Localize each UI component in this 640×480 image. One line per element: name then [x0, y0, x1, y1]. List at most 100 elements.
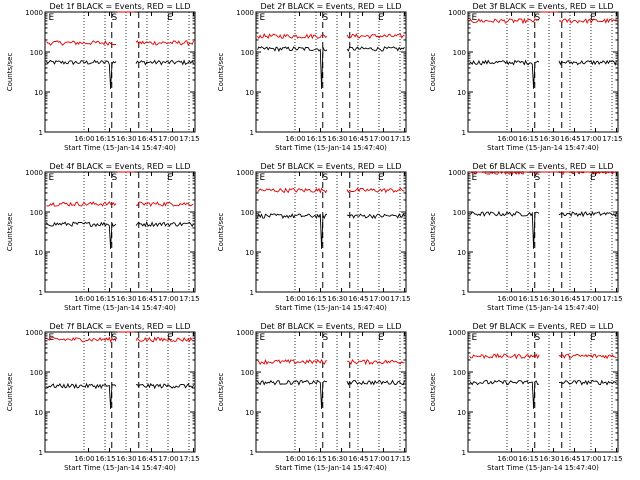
y-tick-label: 100 — [453, 49, 466, 57]
x-tick-label: 16:15 — [306, 455, 326, 463]
x-axis-label: Start Time (15-Jan-14 15:47:40) — [64, 464, 176, 472]
marker-label-e: E — [378, 333, 384, 343]
x-tick-label: 17:00 — [158, 295, 178, 303]
x-tick-label: 16:15 — [518, 295, 538, 303]
x-tick-label: 16:15 — [518, 135, 538, 143]
x-tick-label: 16:15 — [95, 295, 115, 303]
plot-frame — [44, 171, 196, 293]
panel-9: Det 9f BLACK = Events, RED = LLD Counts/s… — [429, 322, 623, 472]
x-tick-label: 17:00 — [369, 295, 389, 303]
plot-frame — [44, 11, 196, 133]
plot-frame — [255, 11, 407, 133]
x-tick-label: 17:00 — [369, 135, 389, 143]
panel-7: Det 7f BLACK = Events, RED = LLD Counts/s… — [6, 322, 200, 472]
y-axis-label: Counts/sec — [217, 373, 225, 412]
y-tick-label: 1000 — [448, 169, 466, 177]
y-tick-label: 1 — [39, 449, 43, 457]
x-tick-label: 16:45 — [348, 455, 368, 463]
panel-title: Det 6f BLACK = Events, RED = LLD — [472, 162, 613, 171]
marker-label-s: S — [112, 13, 118, 23]
x-axis-label: Start Time (15-Jan-14 15:47:40) — [64, 304, 176, 312]
lld-series-line — [257, 187, 405, 194]
marker-label-s: S — [112, 173, 118, 183]
y-tick-label: 10 — [245, 89, 254, 97]
y-axis-label: Counts/sec — [6, 373, 14, 412]
marker-label-e: E — [260, 173, 266, 183]
x-tick-label: 16:45 — [137, 295, 157, 303]
y-tick-label: 10 — [457, 89, 466, 97]
panel-title: Det 9f BLACK = Events, RED = LLD — [472, 322, 613, 331]
y-axis-label: Counts/sec — [6, 53, 14, 92]
x-axis-label: Start Time (15-Jan-14 15:47:40) — [487, 144, 599, 152]
events-series-line — [46, 382, 194, 409]
x-axis-label: Start Time (15-Jan-14 15:47:40) — [487, 304, 599, 312]
x-tick-label: 16:15 — [306, 135, 326, 143]
panel-title: Det 3f BLACK = Events, RED = LLD — [472, 2, 613, 11]
events-series-line — [469, 210, 617, 249]
y-tick-label: 1 — [462, 289, 466, 297]
marker-label-s: S — [535, 173, 541, 183]
x-tick-label: 17:00 — [581, 135, 601, 143]
x-tick-label: 17:15 — [179, 135, 199, 143]
x-tick-label: 16:00 — [74, 135, 94, 143]
y-tick-label: 10 — [245, 409, 254, 417]
y-tick-label: 1 — [462, 129, 466, 137]
x-tick-label: 16:00 — [497, 135, 517, 143]
panel-title: Det 8f BLACK = Events, RED = LLD — [260, 322, 401, 331]
x-tick-label: 17:00 — [158, 135, 178, 143]
y-axis-label: Counts/sec — [429, 373, 437, 412]
x-tick-label: 16:30 — [539, 295, 559, 303]
marker-label-s: S — [112, 333, 118, 343]
y-tick-label: 10 — [245, 249, 254, 257]
x-tick-label: 16:45 — [137, 135, 157, 143]
marker-label-e: E — [260, 13, 266, 23]
marker-label-e: E — [472, 173, 478, 183]
y-tick-label: 1 — [462, 449, 466, 457]
plot-frame — [467, 331, 619, 453]
y-axis-label: Counts/sec — [429, 213, 437, 252]
x-tick-label: 16:45 — [560, 455, 580, 463]
panel-2: Det 2f BLACK = Events, RED = LLD Counts/s… — [217, 2, 411, 152]
y-tick-label: 1000 — [236, 329, 254, 337]
x-tick-label: 17:15 — [390, 135, 410, 143]
y-tick-label: 10 — [457, 409, 466, 417]
x-tick-label: 16:15 — [306, 295, 326, 303]
x-tick-label: 16:45 — [560, 295, 580, 303]
lld-series-line — [469, 11, 617, 25]
lld-series-line — [469, 171, 617, 176]
plot-frame — [467, 11, 619, 133]
marker-label-s: S — [535, 13, 541, 23]
x-tick-label: 16:30 — [116, 135, 136, 143]
y-tick-label: 1 — [250, 289, 254, 297]
marker-label-e: E — [590, 173, 596, 183]
panel-1: Det 1f BLACK = Events, RED = LLD Counts/s… — [6, 2, 200, 152]
y-axis-label: Counts/sec — [6, 213, 14, 252]
y-tick-label: 1000 — [448, 329, 466, 337]
marker-label-s: S — [323, 333, 329, 343]
lld-series-line — [257, 33, 405, 40]
panel-5: Det 5f BLACK = Events, RED = LLD Counts/s… — [217, 162, 411, 312]
x-tick-label: 16:00 — [285, 295, 305, 303]
y-tick-label: 100 — [30, 209, 43, 217]
marker-label-e: E — [590, 13, 596, 23]
events-series-line — [469, 59, 617, 89]
x-tick-label: 17:00 — [581, 295, 601, 303]
x-tick-label: 17:15 — [602, 455, 622, 463]
x-tick-label: 16:00 — [497, 455, 517, 463]
y-tick-label: 1000 — [236, 9, 254, 17]
x-tick-label: 16:45 — [560, 135, 580, 143]
x-tick-label: 16:00 — [285, 135, 305, 143]
x-tick-label: 17:00 — [158, 455, 178, 463]
y-axis-label: Counts/sec — [429, 53, 437, 92]
y-tick-label: 1 — [250, 129, 254, 137]
marker-label-e: E — [472, 13, 478, 23]
x-tick-label: 16:30 — [116, 295, 136, 303]
x-tick-label: 17:15 — [179, 455, 199, 463]
y-tick-label: 100 — [241, 209, 254, 217]
y-tick-label: 100 — [453, 369, 466, 377]
x-tick-label: 16:00 — [74, 455, 94, 463]
events-series-line — [46, 59, 194, 89]
y-tick-label: 1 — [39, 129, 43, 137]
y-tick-label: 10 — [34, 249, 43, 257]
